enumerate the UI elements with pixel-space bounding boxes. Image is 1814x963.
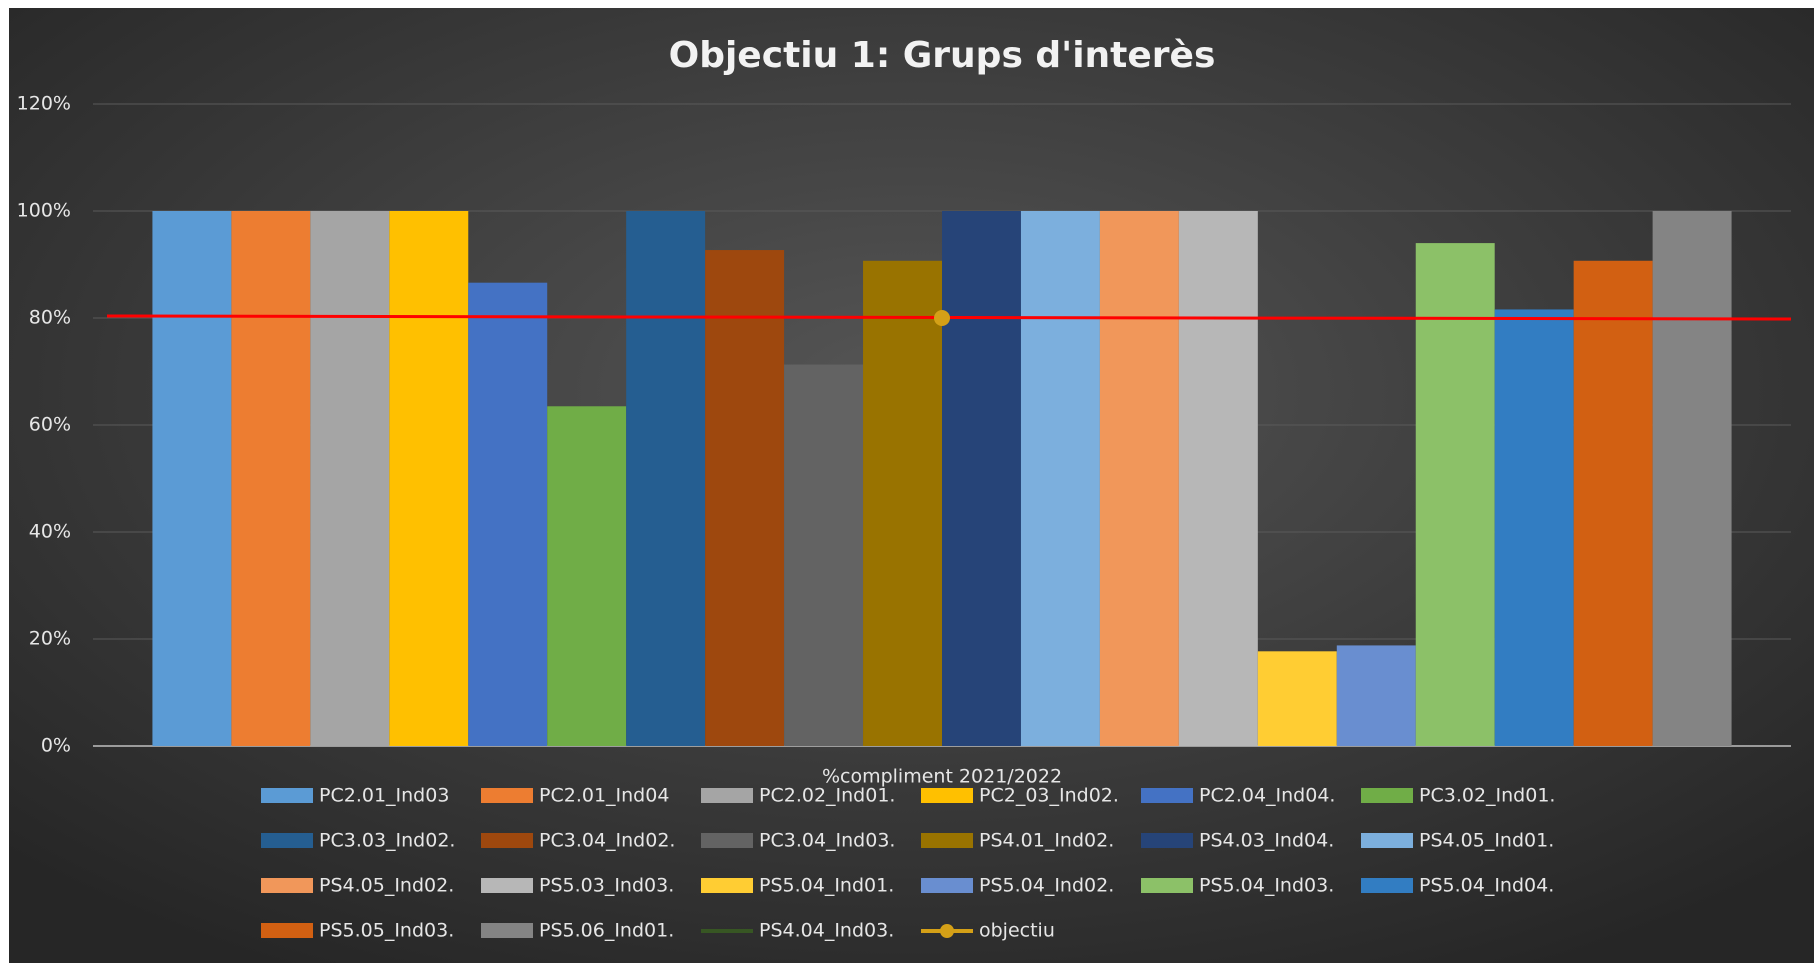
legend-swatch (481, 923, 533, 938)
bar (942, 211, 1021, 746)
bar (1178, 211, 1258, 746)
legend-swatch (1141, 833, 1193, 848)
legend-swatch (481, 878, 533, 893)
legend-swatch (921, 788, 973, 803)
legend-swatch (701, 788, 753, 803)
bar (547, 406, 627, 746)
legend-label: PC2.04_Ind04. (1199, 785, 1335, 807)
legend-label: PS4.04_Ind03. (759, 920, 894, 942)
bar (468, 282, 548, 746)
legend-label: PC3.02_Ind01. (1419, 785, 1555, 807)
bar (1415, 243, 1495, 746)
bar (1336, 645, 1416, 746)
legend-label: PS4.05_Ind02. (319, 875, 454, 897)
bar (1020, 211, 1100, 746)
legend-label: PS5.03_Ind03. (539, 875, 674, 897)
legend-label: PC3.03_Ind02. (319, 830, 455, 852)
legend-label: PC2.02_Ind01. (759, 785, 895, 807)
x-tick-label: %compliment 2021/2022 (822, 766, 1062, 788)
legend-label: PC2.01_Ind03 (319, 785, 449, 807)
legend-swatch (481, 833, 533, 848)
legend-swatch (1141, 878, 1193, 893)
legend-label: PS5.04_Ind02. (979, 875, 1114, 897)
legend-swatch (261, 923, 313, 938)
legend-label: PS5.06_Ind01. (539, 920, 674, 942)
y-tick-label: 100% (17, 200, 71, 222)
legend-swatch (701, 878, 753, 893)
bar (1652, 211, 1732, 746)
bar (863, 260, 942, 746)
y-tick-label: 20% (29, 628, 71, 650)
bar (626, 211, 706, 746)
legend-swatch (1141, 788, 1193, 803)
legend-swatch (1361, 833, 1413, 848)
legend-label: PS5.04_Ind01. (759, 875, 894, 897)
legend-label: PC2_03_Ind02. (979, 785, 1119, 807)
legend-label: PS5.05_Ind03. (319, 920, 454, 942)
bar (1573, 260, 1653, 746)
line-marker (934, 310, 950, 326)
bar (231, 211, 311, 746)
legend-label: PS5.04_Ind03. (1199, 875, 1334, 897)
bar (310, 211, 390, 746)
legend-label: PC2.01_Ind04 (539, 785, 669, 807)
bar (389, 211, 469, 746)
legend-label: PS4.05_Ind01. (1419, 830, 1554, 852)
legend-swatch (921, 878, 973, 893)
y-tick-label: 120% (17, 93, 71, 115)
legend-label: PC3.04_Ind03. (759, 830, 895, 852)
legend-swatch (261, 878, 313, 893)
chart-title: Objectiu 1: Grups d'interès (669, 35, 1216, 76)
y-tick-label: 80% (29, 307, 71, 329)
legend-label: PS4.01_Ind02. (979, 830, 1114, 852)
legend-swatch (261, 788, 313, 803)
legend-label: PS5.04_Ind04. (1419, 875, 1554, 897)
legend-swatch (1361, 878, 1413, 893)
legend-swatch (261, 833, 313, 848)
y-tick-label: 40% (29, 521, 71, 543)
bar (152, 211, 232, 746)
legend-swatch (701, 833, 753, 848)
legend-label: PC3.04_Ind02. (539, 830, 675, 852)
y-tick-label: 0% (41, 735, 71, 757)
bar (1099, 211, 1179, 746)
bar (705, 250, 785, 746)
legend-label: PS4.03_Ind04. (1199, 830, 1334, 852)
bar (784, 364, 864, 746)
bar (1494, 309, 1574, 746)
legend-marker (940, 924, 954, 938)
bar (1257, 651, 1337, 746)
legend-swatch (1361, 788, 1413, 803)
legend-swatch (921, 833, 973, 848)
legend-label: objectiu (979, 920, 1055, 942)
legend-swatch (481, 788, 533, 803)
y-tick-label: 60% (29, 414, 71, 436)
